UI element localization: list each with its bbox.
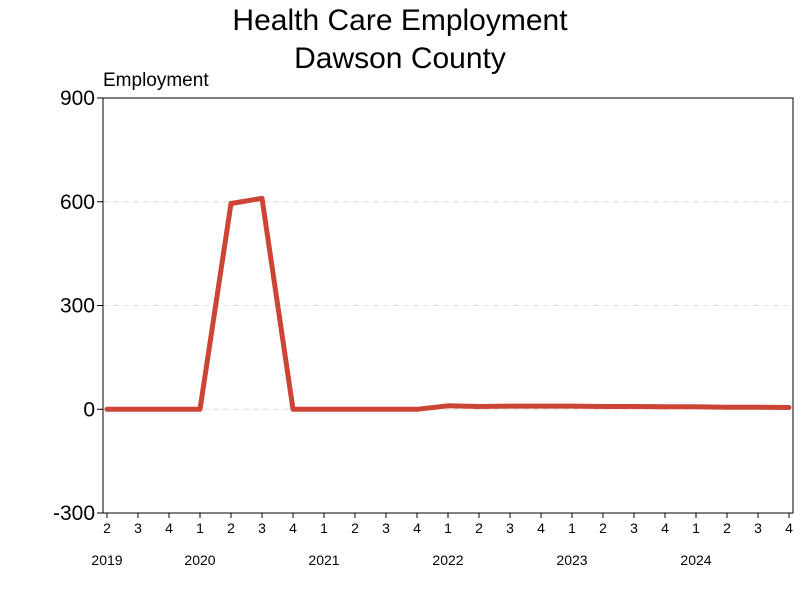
x-tick-label: 3 [506,520,514,536]
x-tick-label: 4 [661,520,669,536]
x-tick-label: 4 [537,520,545,536]
x-tick-label: 1 [320,520,328,536]
chart-title-line-1: Health Care Employment [232,4,568,37]
x-tick-label: 1 [444,520,452,536]
x-tick-label: 2 [351,520,359,536]
x-tick-label: 1 [196,520,204,536]
x-tick-label: 4 [785,520,793,536]
x-year-label: 2020 [184,552,215,568]
x-tick-label: 4 [289,520,297,536]
x-year-label: 2022 [432,552,463,568]
x-tick-label: 2 [103,520,111,536]
x-tick-label: 3 [630,520,638,536]
y-axis-label: Employment [103,70,209,91]
x-year-label: 2023 [556,552,587,568]
x-tick-label: 4 [165,520,173,536]
chart-title-line-2: Dawson County [294,42,506,75]
x-tick-label: 3 [258,520,266,536]
x-year-label: 2024 [680,552,711,568]
x-tick-label: 2 [475,520,483,536]
x-tick-label: 2 [723,520,731,536]
x-tick-label: 3 [754,520,762,536]
x-tick-label: 1 [568,520,576,536]
series-line [104,195,792,412]
x-tick-label: 2 [599,520,607,536]
x-year-label: 2021 [308,552,339,568]
x-tick-label: 4 [413,520,421,536]
x-year-label: 2019 [91,552,122,568]
y-tick-label: 900 [60,87,95,110]
y-tick-label: 0 [83,398,95,421]
x-tick-label: 2 [227,520,235,536]
x-tick-label: 3 [382,520,390,536]
x-tick-label: 3 [134,520,142,536]
y-tick-label: -300 [53,502,95,525]
x-tick-label: 1 [692,520,700,536]
y-tick-label: 600 [60,191,95,214]
y-tick-label: 300 [60,295,95,318]
